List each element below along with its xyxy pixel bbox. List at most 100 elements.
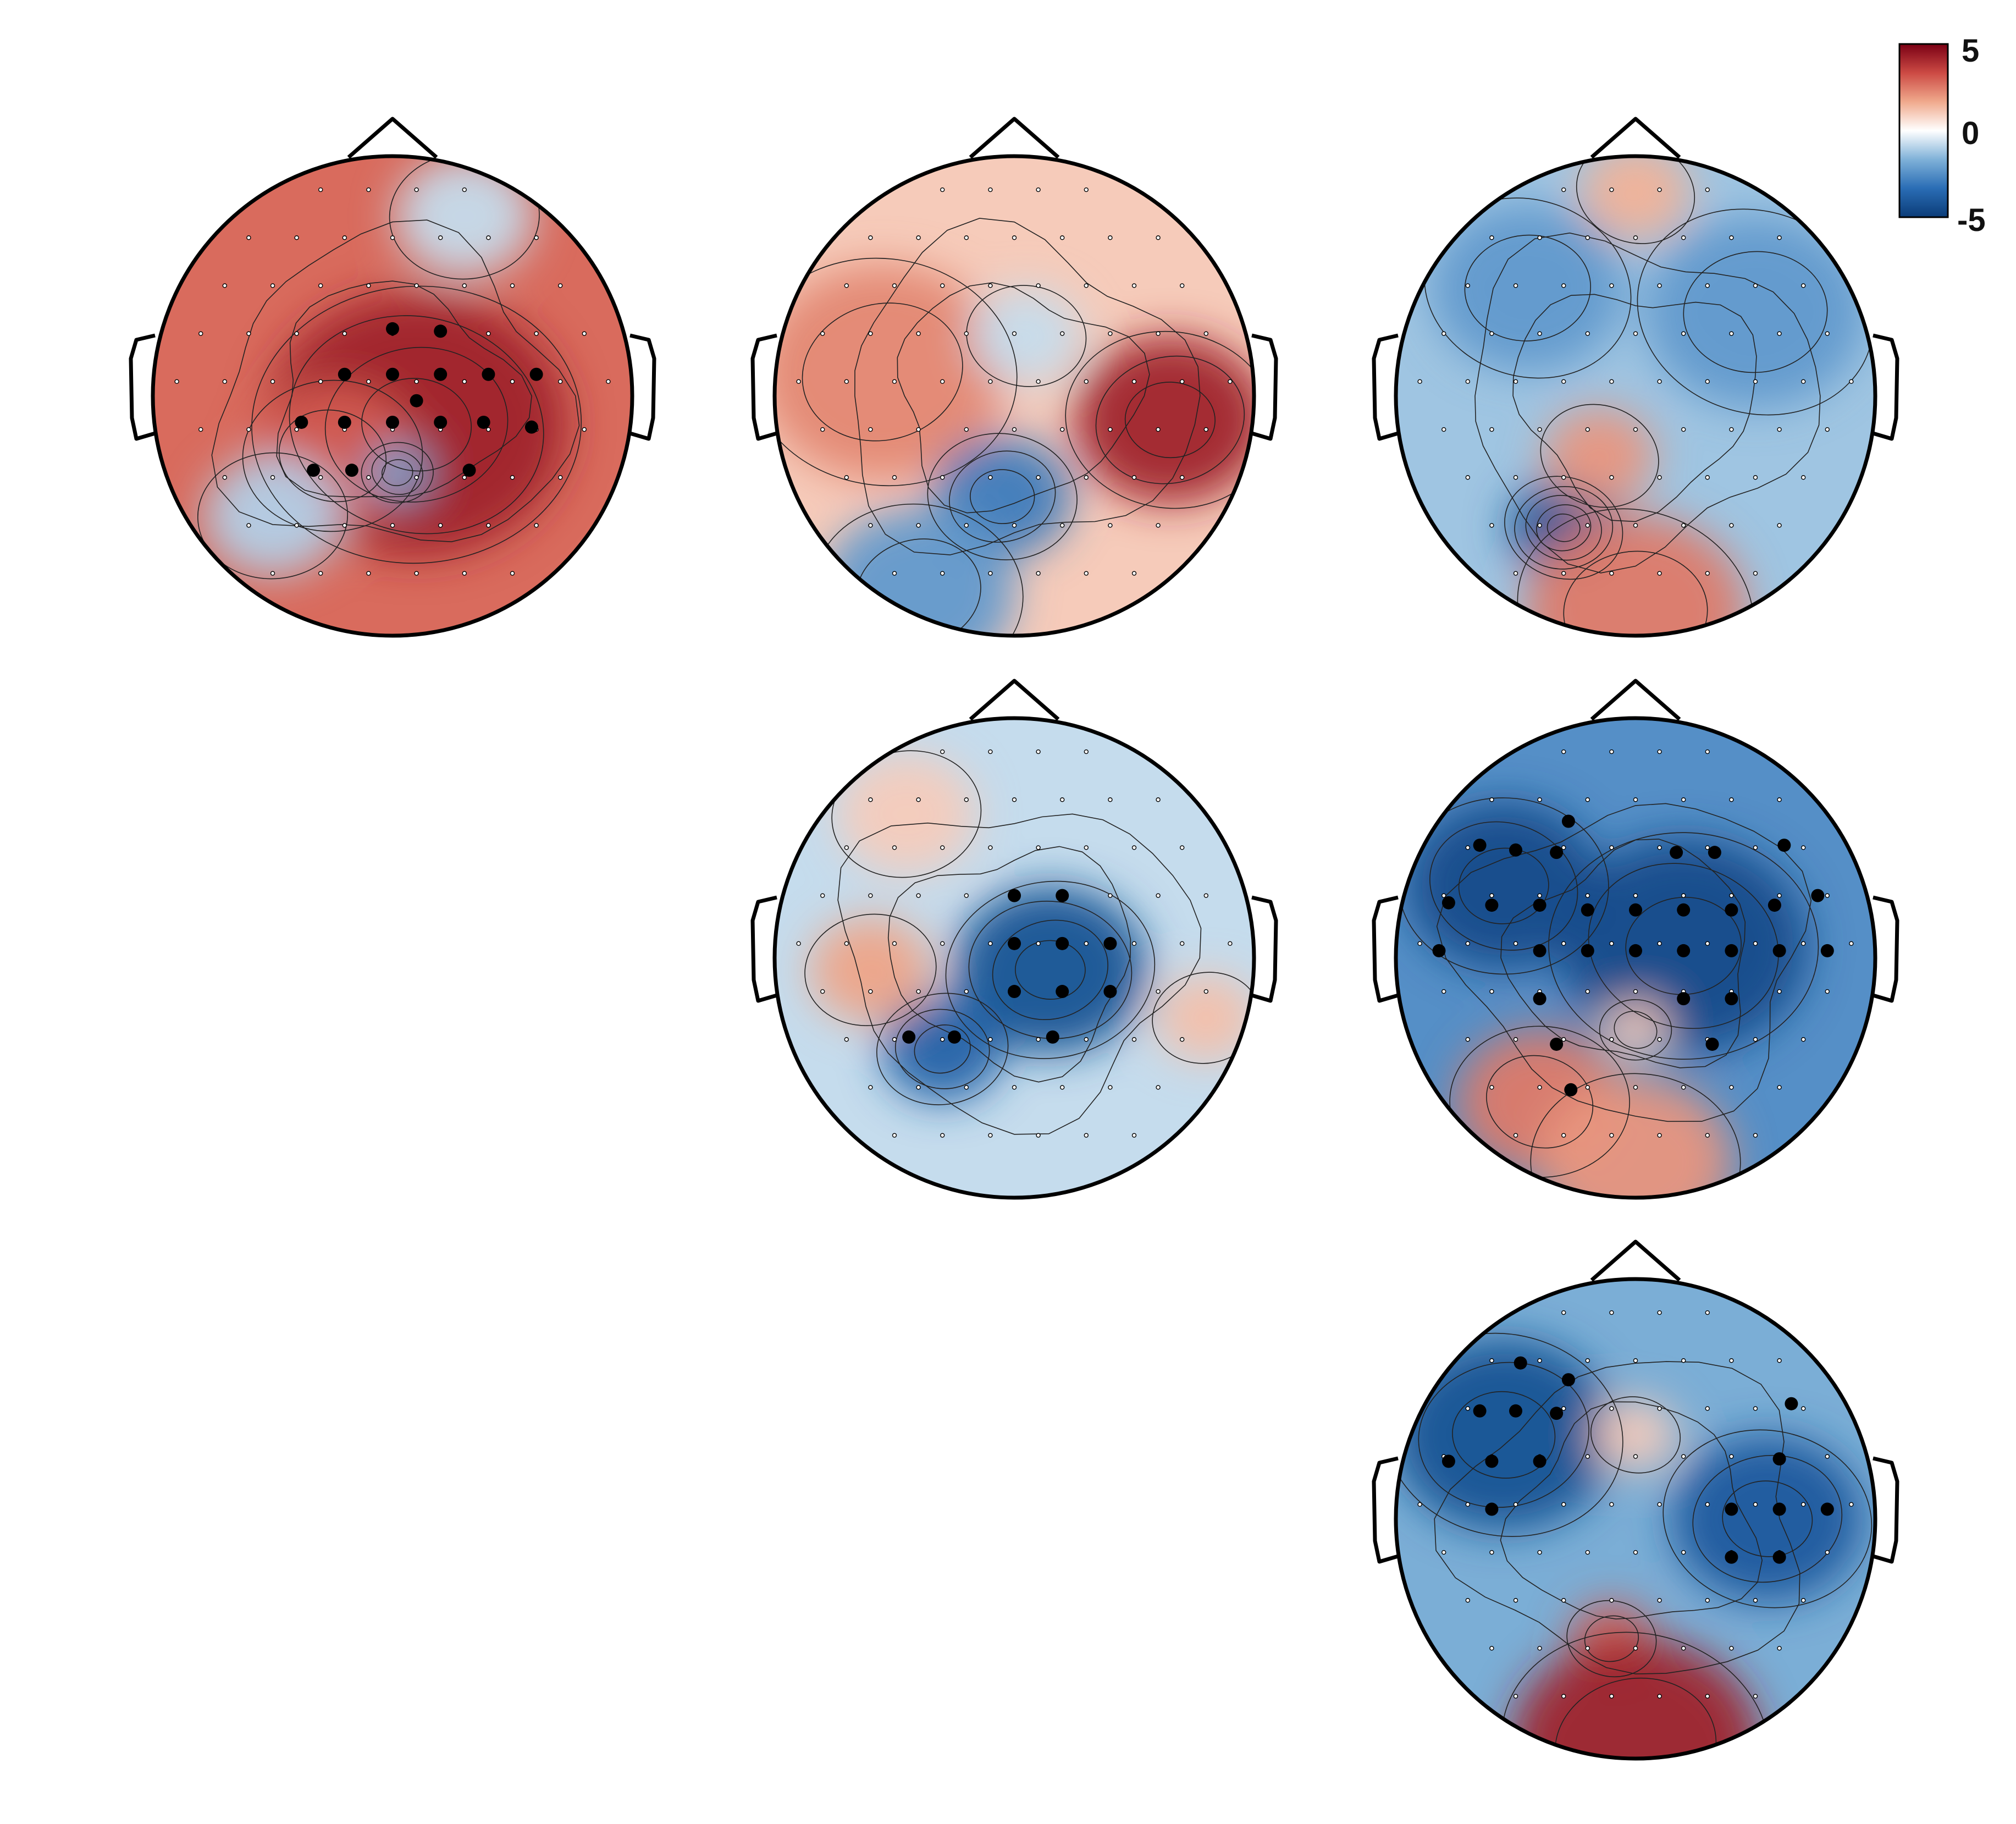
significant-electrode — [1677, 992, 1691, 1006]
electrode — [1609, 379, 1614, 384]
electrode — [510, 571, 515, 576]
electrode — [582, 331, 587, 336]
electrode — [940, 1037, 945, 1042]
significant-electrode — [295, 415, 308, 429]
significant-electrode — [1008, 889, 1021, 902]
electrode — [318, 475, 323, 480]
electrode — [1108, 523, 1113, 528]
electrode — [390, 235, 395, 240]
electrode — [892, 571, 897, 576]
electrode — [1179, 845, 1185, 850]
electrode — [1156, 427, 1161, 432]
electrode — [1777, 797, 1782, 802]
left-ear — [129, 333, 156, 441]
electrode — [1633, 797, 1638, 802]
electrode — [558, 283, 563, 288]
electrode — [1657, 379, 1662, 384]
electrode — [1609, 1598, 1614, 1603]
electrode — [892, 379, 897, 384]
significant-electrode — [338, 415, 351, 429]
electrode — [1705, 283, 1710, 288]
significant-electrode — [1103, 985, 1117, 999]
left-ear — [1372, 1456, 1399, 1564]
electrode — [1537, 235, 1542, 240]
significant-electrode — [1581, 944, 1594, 957]
electrode — [294, 235, 299, 240]
electrode — [1036, 283, 1041, 288]
significant-electrode — [1533, 992, 1546, 1006]
right-ear — [1873, 895, 1899, 1003]
electrode — [1825, 427, 1830, 432]
electrode — [1609, 1310, 1614, 1315]
electrode — [1561, 1598, 1566, 1603]
electrode — [366, 187, 371, 192]
significant-electrode — [434, 367, 448, 381]
electrode — [1753, 845, 1758, 850]
electrode — [1084, 475, 1089, 480]
electrode — [1609, 1502, 1614, 1507]
electrode — [1800, 1406, 1806, 1411]
electrode — [1609, 283, 1614, 288]
electrode — [1131, 283, 1137, 288]
significant-electrode — [1473, 1404, 1487, 1418]
nose — [1590, 117, 1681, 159]
contour-lines — [197, 156, 582, 580]
scalp-circle — [1394, 716, 1877, 1200]
electrode — [1657, 1694, 1662, 1699]
electrode — [1705, 379, 1710, 384]
electrode — [892, 941, 897, 946]
right-ear — [1251, 333, 1278, 441]
topoplot-row1-col2 — [750, 117, 1278, 638]
electrode — [1753, 1598, 1758, 1603]
electrode — [1489, 797, 1494, 802]
significant-electrode — [1677, 903, 1691, 917]
electrode — [1108, 235, 1113, 240]
electrode — [1681, 893, 1686, 898]
significant-electrode — [1725, 944, 1738, 957]
significant-electrode — [1441, 1454, 1455, 1468]
electrode — [1681, 523, 1686, 528]
electrode — [1228, 379, 1233, 384]
electrode — [1705, 1598, 1710, 1603]
electrodes — [1417, 187, 1854, 576]
electrode — [534, 235, 539, 240]
scalp-circle — [151, 154, 634, 638]
electrode — [1513, 1598, 1518, 1603]
electrode — [1561, 571, 1566, 576]
significant-electrode — [1629, 903, 1642, 917]
topoplot-row2-col3 — [1372, 679, 1899, 1200]
left-ear — [1372, 333, 1399, 441]
electrode — [1489, 331, 1494, 336]
electrode — [988, 475, 993, 480]
electrode — [1657, 475, 1662, 480]
significant-electrode — [1432, 944, 1446, 957]
electrode — [1705, 1133, 1710, 1138]
electrode — [366, 379, 371, 384]
electrode — [1513, 1037, 1518, 1042]
electrode — [1609, 1406, 1614, 1411]
electrode — [1800, 1037, 1806, 1042]
electrode — [414, 571, 419, 576]
electrode — [606, 379, 611, 384]
significant-electrode — [1473, 839, 1487, 852]
electrode — [1084, 941, 1089, 946]
significant-electrode — [1705, 1037, 1719, 1051]
electrode — [1585, 331, 1590, 336]
electrode — [1179, 283, 1185, 288]
colorbar-mid-label: 0 — [1962, 115, 1979, 151]
right-ear — [1873, 1456, 1899, 1564]
electrode — [964, 893, 969, 898]
electrode — [940, 1133, 945, 1138]
electrode — [1849, 1502, 1854, 1507]
electrode — [1633, 1358, 1638, 1363]
electrode — [844, 379, 849, 384]
electrode — [1705, 571, 1710, 576]
electrode — [940, 187, 945, 192]
head-outline — [1372, 679, 1899, 1200]
electrode — [1108, 893, 1113, 898]
electrode — [1705, 187, 1710, 192]
electrode — [246, 235, 251, 240]
electrode — [868, 797, 873, 802]
electrode — [1753, 1502, 1758, 1507]
electrode — [1513, 571, 1518, 576]
